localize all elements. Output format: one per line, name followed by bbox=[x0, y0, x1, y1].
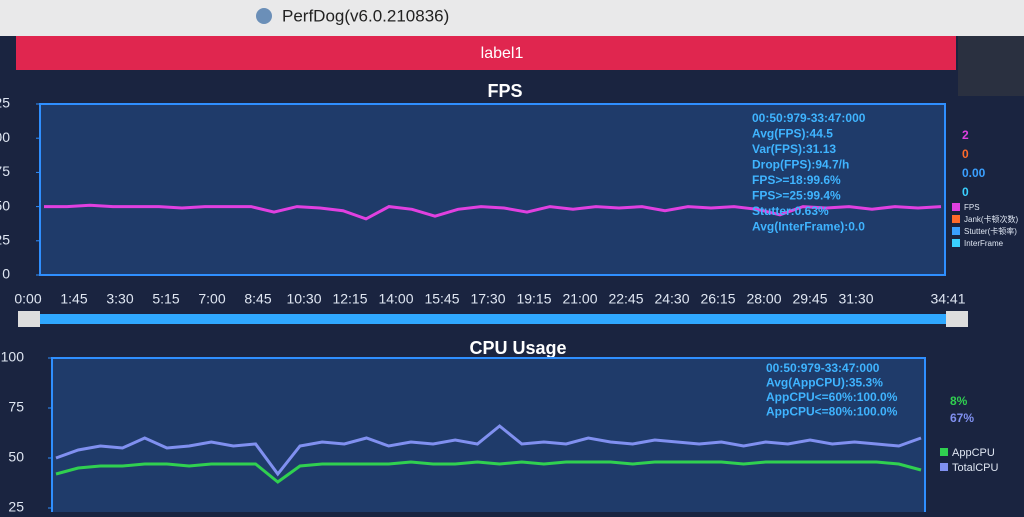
app-icon bbox=[256, 8, 272, 24]
fps-title: FPS bbox=[487, 81, 522, 101]
legend-name: TotalCPU bbox=[952, 462, 999, 474]
x-tick-label: 19:15 bbox=[516, 291, 551, 307]
legend-swatch bbox=[952, 215, 960, 223]
x-tick-label: 34:41 bbox=[930, 291, 965, 307]
y-tick-label: 25 bbox=[0, 232, 10, 248]
y-tick-label: 100 bbox=[0, 129, 10, 145]
legend-value: 2 bbox=[962, 128, 969, 142]
legend-swatch bbox=[952, 203, 960, 211]
legend-value: 0 bbox=[962, 185, 969, 199]
y-tick-label: 75 bbox=[0, 163, 10, 179]
slider-handle[interactable] bbox=[946, 311, 968, 327]
stat-line: 00:50:979-33:47:000 bbox=[766, 361, 880, 375]
stat-line: Stutter:0.63% bbox=[752, 204, 829, 218]
banner-label: label1 bbox=[481, 45, 524, 62]
y-tick-label: 50 bbox=[0, 197, 10, 213]
x-tick-label: 5:15 bbox=[152, 291, 179, 307]
x-tick-label: 0:00 bbox=[14, 291, 41, 307]
stat-line: Var(FPS):31.13 bbox=[752, 142, 836, 156]
x-tick-label: 15:45 bbox=[424, 291, 459, 307]
stat-line: Avg(InterFrame):0.0 bbox=[752, 220, 865, 234]
cpu-plot bbox=[51, 357, 926, 517]
time-slider[interactable] bbox=[18, 314, 966, 324]
stat-line: FPS>=25:99.4% bbox=[752, 189, 841, 203]
series-line bbox=[55, 460, 922, 484]
stat-line: Drop(FPS):94.7/h bbox=[752, 158, 849, 172]
stat-line: Avg(FPS):44.5 bbox=[752, 127, 833, 141]
stat-line: AppCPU<=60%:100.0% bbox=[766, 390, 898, 404]
x-tick-label: 24:30 bbox=[654, 291, 689, 307]
x-tick-label: 26:15 bbox=[700, 291, 735, 307]
stat-line: 00:50:979-33:47:000 bbox=[752, 111, 866, 125]
x-tick-label: 3:30 bbox=[106, 291, 133, 307]
series-line bbox=[55, 424, 922, 477]
legend-swatch bbox=[940, 448, 948, 456]
x-tick-label: 1:45 bbox=[60, 291, 87, 307]
title-bar bbox=[0, 0, 1024, 36]
x-tick-label: 28:00 bbox=[746, 291, 781, 307]
window-title: PerfDog(v6.0.210836) bbox=[282, 6, 449, 25]
legend-swatch bbox=[940, 463, 948, 471]
legend-name: Stutter(卡顿率) bbox=[964, 226, 1017, 236]
y-tick-label: 75 bbox=[8, 399, 24, 415]
y-tick-label: 50 bbox=[8, 449, 24, 465]
y-tick-label: 125 bbox=[0, 95, 10, 111]
toolbar[interactable] bbox=[958, 36, 1024, 96]
legend-name: AppCPU bbox=[952, 447, 995, 459]
x-tick-label: 17:30 bbox=[470, 291, 505, 307]
legend-swatch bbox=[952, 227, 960, 235]
x-tick-label: 31:30 bbox=[838, 291, 873, 307]
y-tick-label: 0 bbox=[2, 266, 10, 282]
x-tick-label: 29:45 bbox=[792, 291, 827, 307]
x-tick-label: 21:00 bbox=[562, 291, 597, 307]
stat-line: FPS>=18:99.6% bbox=[752, 173, 841, 187]
cpu-title: CPU Usage bbox=[469, 338, 566, 358]
x-tick-label: 7:00 bbox=[198, 291, 225, 307]
legend-value: 67% bbox=[950, 411, 974, 425]
y-tick-label: 25 bbox=[8, 499, 24, 512]
x-tick-label: 14:00 bbox=[378, 291, 413, 307]
x-tick-label: 12:15 bbox=[332, 291, 367, 307]
stat-line: AppCPU<=80%:100.0% bbox=[766, 405, 898, 419]
legend-value: 8% bbox=[950, 394, 968, 408]
legend-name: FPS bbox=[964, 203, 980, 212]
legend-swatch bbox=[952, 239, 960, 247]
y-tick-label: 100 bbox=[1, 349, 25, 365]
slider-handle[interactable] bbox=[18, 311, 40, 327]
stat-line: Avg(AppCPU):35.3% bbox=[766, 376, 883, 390]
x-tick-label: 10:30 bbox=[286, 291, 321, 307]
series-line bbox=[44, 203, 942, 221]
banner[interactable] bbox=[16, 36, 956, 70]
legend-name: Jank(卡顿次数) bbox=[964, 214, 1019, 224]
legend-name: InterFrame bbox=[964, 239, 1004, 248]
x-tick-label: 22:45 bbox=[608, 291, 643, 307]
x-tick-label: 8:45 bbox=[244, 291, 271, 307]
fps-plot bbox=[39, 103, 946, 276]
legend-value: 0.00 bbox=[962, 166, 986, 180]
legend-value: 0 bbox=[962, 147, 969, 161]
